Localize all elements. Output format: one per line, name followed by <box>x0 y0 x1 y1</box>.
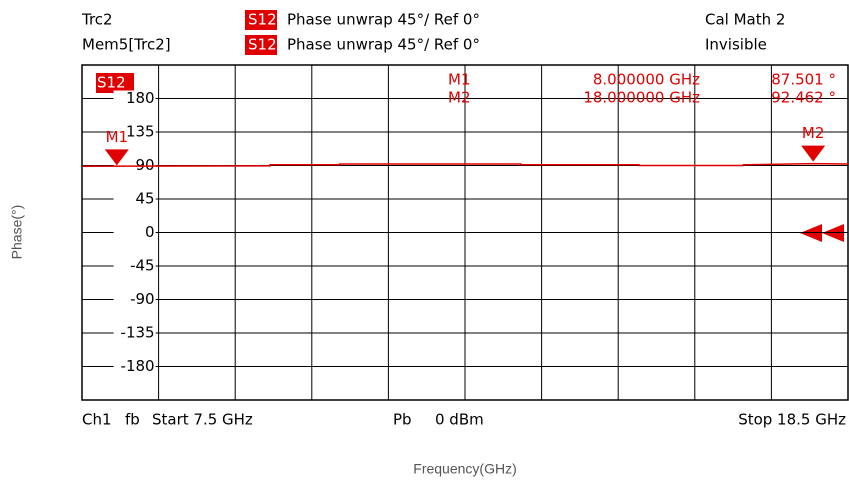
y-tick-label: -135 <box>121 324 155 342</box>
marker <box>801 145 826 162</box>
marker-table-x: 18.000000 GHz <box>583 89 700 107</box>
tick-label-bg <box>113 325 156 341</box>
footer-start: Start 7.5 GHz <box>152 411 253 429</box>
marker-table-name: M1 <box>448 71 471 89</box>
y-tick-label: -90 <box>130 290 155 308</box>
tick-label-bg <box>113 191 156 207</box>
header-param: S12 <box>248 36 277 54</box>
marker-name: M1 <box>106 128 129 146</box>
header-trace: Mem5[Trc2] <box>82 36 171 54</box>
marker-table-value: 92.462 ° <box>771 89 836 107</box>
y-tick-label: 0 <box>145 223 155 241</box>
y-tick-label: -45 <box>130 257 155 275</box>
footer-power: 0 dBm <box>435 411 484 429</box>
y-tick-label: 180 <box>126 89 155 107</box>
y-tick-label: 90 <box>136 156 155 174</box>
header-format: Phase unwrap 45°/ Ref 0° <box>287 11 480 29</box>
tick-label-bg <box>113 124 156 140</box>
trace-line <box>81 162 849 167</box>
y-tick-label: 135 <box>126 123 155 141</box>
marker-table-x: 8.000000 GHz <box>593 71 700 89</box>
y-tick-label: -180 <box>121 357 155 375</box>
tick-label-bg <box>113 358 156 375</box>
trace-label: S12 <box>97 74 126 92</box>
tick-label-bg <box>113 224 156 241</box>
header-trace: Trc2 <box>81 11 113 29</box>
trace-label-box <box>96 73 134 93</box>
footer-stop: Stop 18.5 GHz <box>738 411 846 429</box>
param-box <box>245 35 277 55</box>
y-tick-label: 45 <box>136 190 155 208</box>
header-extra: Cal Math 2 <box>705 11 785 29</box>
x-axis-label: Frequency(GHz) <box>413 461 516 477</box>
header-format: Phase unwrap 45°/ Ref 0° <box>287 36 480 54</box>
header-param: S12 <box>248 11 277 29</box>
footer-power-label: Pb <box>393 411 412 429</box>
marker-table-name: M2 <box>448 89 471 107</box>
y-axis-label: Phase(°) <box>9 205 25 260</box>
header-extra: Invisible <box>705 36 767 54</box>
marker-name: M2 <box>802 124 825 142</box>
tick-label-bg <box>113 90 156 107</box>
marker <box>104 149 129 166</box>
footer-channel: Ch1 <box>82 411 112 429</box>
tick-label-bg <box>113 291 156 308</box>
marker-table-value: 87.501 ° <box>771 71 836 89</box>
tick-label-bg <box>113 258 156 274</box>
param-box <box>245 10 277 30</box>
footer-sweep: fb <box>125 411 140 429</box>
